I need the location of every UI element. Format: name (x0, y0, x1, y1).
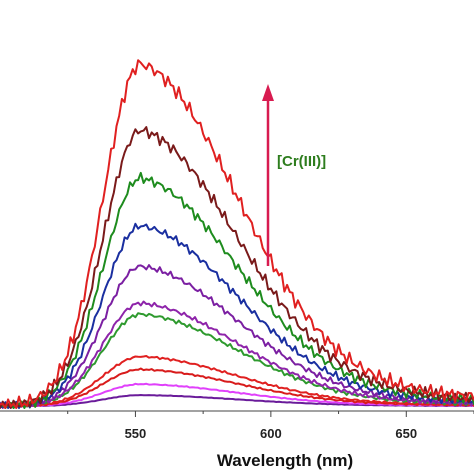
series-line-2 (0, 126, 474, 409)
series-line-8 (0, 355, 474, 409)
series-line-6 (0, 300, 474, 408)
concentration-annotation: [Cr(III)] (277, 153, 326, 170)
plot-area (0, 59, 474, 409)
x-tick-label-550: 550 (125, 426, 147, 441)
series-line-5 (0, 264, 474, 409)
x-axis-ticks: 550 600 650 (67, 411, 474, 441)
annotation-group: [Cr(III)] (262, 84, 326, 266)
series-line-3 (0, 171, 474, 409)
x-axis-title: Wavelength (nm) (217, 451, 353, 470)
arrow-head-icon (262, 84, 274, 101)
series-line-1 (0, 59, 474, 409)
x-tick-label-600: 600 (260, 426, 282, 441)
x-tick-label-650: 650 (395, 426, 417, 441)
